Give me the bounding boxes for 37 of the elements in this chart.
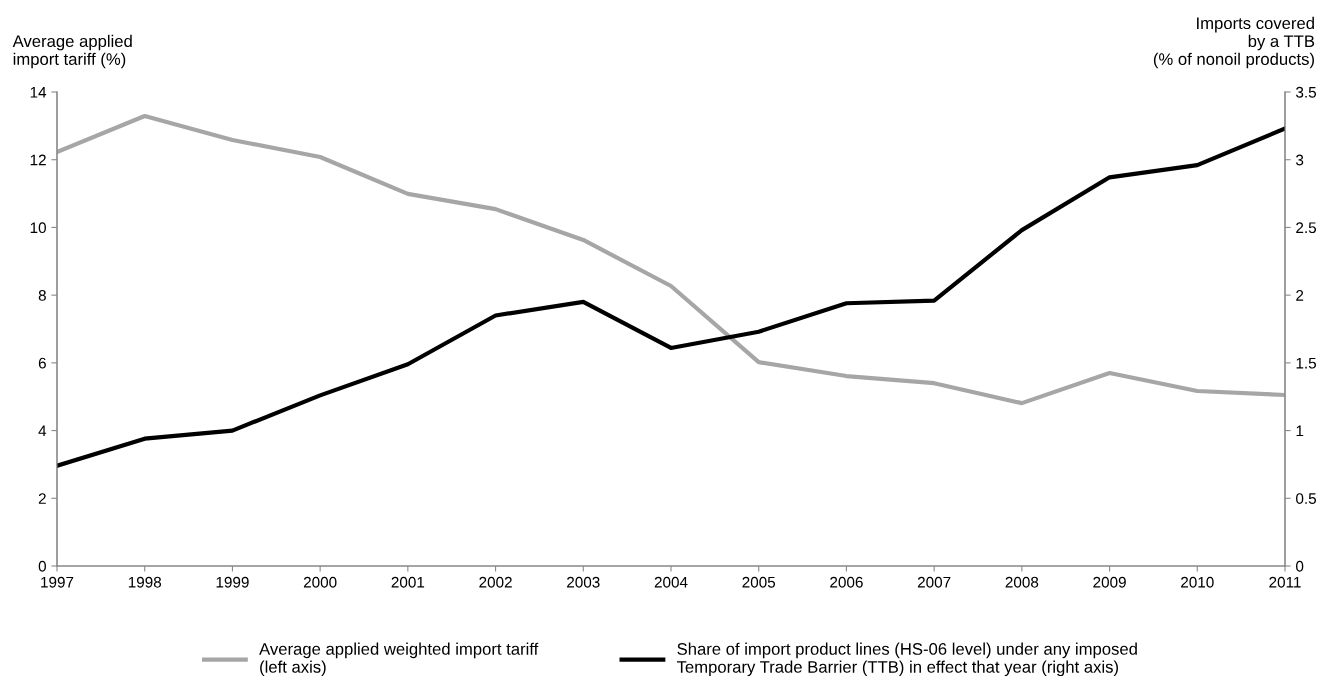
y2-tick-label: 0.5 bbox=[1296, 493, 1317, 504]
x-tick-label: 2004 bbox=[654, 576, 688, 588]
x-tick-label: 2005 bbox=[742, 576, 776, 588]
legend-label: Average applied weighted import tariff (left axis) bbox=[259, 642, 539, 677]
y-tick-label: 14 bbox=[30, 87, 47, 98]
x-tick-label: 2002 bbox=[479, 576, 512, 588]
y-tick-label: 10 bbox=[30, 222, 46, 234]
x-tick-label: 2007 bbox=[917, 576, 951, 588]
x-tick-label: 2009 bbox=[1093, 576, 1126, 588]
y-tick-label: 0 bbox=[38, 560, 46, 572]
x-tick-label: 1998 bbox=[128, 576, 162, 588]
x-tick-label: 2003 bbox=[567, 576, 600, 588]
y2-tick-label: 2.5 bbox=[1296, 222, 1317, 234]
y2-tick-label: 0 bbox=[1296, 560, 1304, 572]
line-series bbox=[57, 113, 1285, 406]
y-tick-label: 12 bbox=[30, 154, 46, 166]
y-tick-label: 4 bbox=[38, 425, 47, 437]
x-tick-label: 2010 bbox=[1181, 576, 1214, 588]
y2-tick-label: 3 bbox=[1296, 154, 1304, 166]
y-tick-label: 8 bbox=[38, 290, 46, 301]
x-tick-label: 2011 bbox=[1269, 576, 1301, 588]
y2-tick-label: 1 bbox=[1296, 425, 1304, 437]
x-tick-label: 1997 bbox=[41, 576, 74, 588]
legend-label: Share of import product lines (HS-06 level) under any imposed Temporary Trade Barrier (TTB) in effect that year (right axis) bbox=[676, 642, 1137, 677]
line-series bbox=[57, 126, 1285, 468]
x-tick-label: 2000 bbox=[303, 576, 337, 588]
y2-tick-label: 1.5 bbox=[1296, 357, 1317, 369]
x-tick-label: 1999 bbox=[216, 576, 249, 588]
y-axis-title: Average applied import tariff (%) bbox=[12, 34, 132, 69]
x-tick-label: 2001 bbox=[391, 576, 425, 588]
y-tick-label: 2 bbox=[38, 493, 46, 504]
y2-tick-label: 3.5 bbox=[1296, 86, 1317, 98]
y2-tick-label: 2 bbox=[1296, 290, 1304, 301]
x-tick-label: 2008 bbox=[1005, 576, 1039, 588]
y2-axis-title: Imports covered by a TTB (% of nonoil products) bbox=[1153, 16, 1315, 69]
x-tick-label: 2006 bbox=[830, 576, 863, 588]
y-tick-label: 6 bbox=[38, 357, 46, 369]
